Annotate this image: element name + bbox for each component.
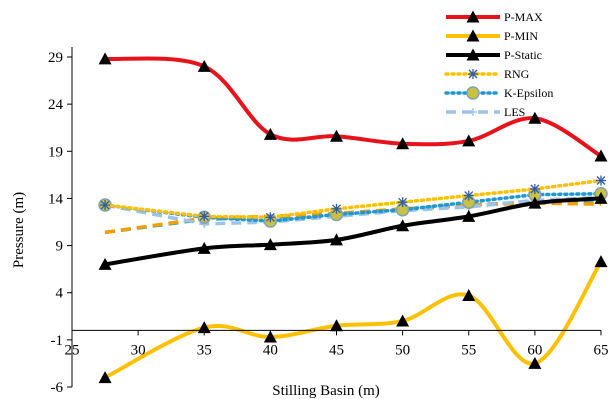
legend-item-rng: RNG: [444, 67, 530, 81]
legend-label: K-Epsilon: [504, 86, 553, 100]
x-tick-label: 25: [65, 342, 80, 358]
point-p-static-marker: [98, 257, 112, 270]
series-p-max: [98, 52, 608, 162]
point-p-static-marker: [528, 196, 542, 209]
series-rng: [100, 175, 606, 223]
x-tick-label: 60: [527, 342, 542, 358]
point-rng-marker: [529, 184, 540, 194]
legend-marker: [466, 29, 480, 42]
legend-marker: [466, 48, 480, 61]
legend-marker: [466, 10, 480, 23]
y-axis-title: Pressure (m): [11, 192, 27, 268]
y-tick-label: 9: [56, 239, 64, 255]
y-tick-label: 4: [56, 286, 64, 302]
y-tick-label: -1: [51, 333, 64, 349]
legend-marker: [466, 86, 480, 100]
point-rng-marker: [331, 203, 342, 214]
legend-item-p-max: P-MAX: [446, 10, 543, 24]
point-p-min-marker: [98, 371, 112, 384]
x-tick-label: 35: [197, 342, 212, 358]
point-rng-marker: [463, 190, 474, 201]
series-p-static: [98, 191, 608, 270]
point-rng-marker: [397, 197, 408, 208]
point-p-max-marker: [263, 127, 277, 140]
axes: -6 -1 4 9 14 19 24 29 25 30 35 40 45 50 55 60 65: [48, 47, 609, 396]
point-rng-marker: [100, 200, 111, 211]
point-p-max-marker: [396, 137, 410, 150]
point-rng-marker: [199, 211, 210, 222]
point-p-min-marker: [263, 330, 277, 343]
point-p-max-marker: [594, 149, 608, 162]
point-p-static-marker: [396, 219, 410, 232]
x-tick-label: 55: [461, 342, 476, 358]
point-p-max-marker: [330, 129, 343, 142]
point-p-static-marker: [594, 191, 608, 204]
point-p-max-marker: [462, 134, 476, 147]
series-line-p-min: [104, 260, 603, 380]
y-tick-label: 29: [48, 50, 63, 66]
legend-marker: [468, 69, 478, 79]
point-p-max-marker: [98, 52, 112, 65]
x-tick-label: 30: [131, 342, 146, 358]
x-axis-title: Stilling Basin (m): [272, 383, 380, 399]
plot-area: [98, 52, 608, 384]
point-p-min-marker: [330, 319, 343, 332]
y-tick-label: 19: [48, 144, 63, 160]
x-tick-label: 40: [263, 342, 278, 358]
point-p-static-marker: [197, 241, 211, 254]
x-tick-label: 50: [395, 342, 410, 358]
legend-label: LES: [504, 105, 525, 119]
legend-label: P-MAX: [504, 10, 543, 24]
point-p-static-marker: [330, 233, 343, 246]
point-p-max-marker: [528, 111, 542, 124]
point-p-max-marker: [197, 59, 211, 72]
y-tick-label: 24: [48, 97, 64, 113]
point-p-static-marker: [263, 238, 277, 251]
series-line-rng: [103, 178, 603, 220]
x-tick-label: 45: [329, 342, 344, 358]
legend: P-MAX P-MIN P-Static RNG K-Epsilon LES: [444, 10, 553, 119]
legend-label: P-Static: [504, 48, 542, 62]
legend-label: P-MIN: [504, 29, 538, 43]
legend-item-p-min: P-MIN: [446, 29, 538, 43]
legend-label: RNG: [504, 67, 530, 81]
point-p-static-marker: [462, 209, 476, 222]
legend-marker: [469, 108, 477, 116]
point-rng-marker: [596, 175, 606, 186]
legend-item-k-epsilon: K-Epsilon: [444, 86, 553, 100]
point-p-min-marker: [528, 356, 542, 369]
series-p-min: [98, 255, 608, 384]
point-p-min-marker: [462, 289, 476, 302]
legend-item-p-static: P-Static: [446, 48, 542, 62]
x-tick-label: 65: [594, 342, 609, 358]
y-tick-label: 14: [48, 191, 64, 207]
point-p-min-marker: [396, 314, 410, 327]
point-p-min-marker: [594, 255, 608, 268]
point-rng-marker: [265, 212, 276, 223]
y-tick-label: -6: [51, 380, 64, 396]
series-line-les: [104, 195, 602, 226]
legend-item-les: LES: [446, 105, 525, 119]
